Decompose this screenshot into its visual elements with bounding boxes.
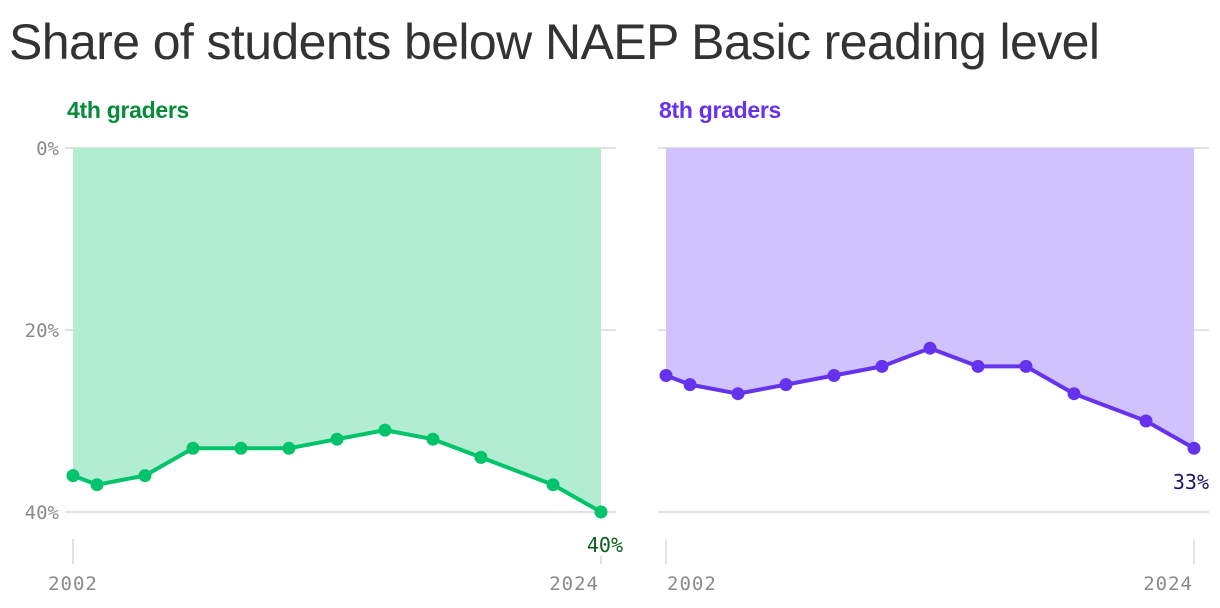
data-point bbox=[474, 450, 488, 464]
data-point bbox=[138, 469, 152, 483]
data-point bbox=[827, 369, 841, 382]
y-tick-label: 20% bbox=[25, 320, 60, 342]
y-tick-label: 0% bbox=[36, 138, 59, 160]
data-point bbox=[426, 432, 440, 446]
data-point bbox=[1187, 441, 1201, 455]
x-axis: 2002 2024 bbox=[48, 539, 602, 595]
data-point bbox=[923, 341, 937, 355]
data-points bbox=[66, 423, 608, 519]
data-point bbox=[731, 387, 745, 401]
data-point bbox=[378, 423, 392, 437]
panel-8th-graders: 2002 2024 33% bbox=[658, 147, 1209, 595]
panel-title-4th-graders: 4th graders bbox=[67, 97, 189, 123]
panel-4th-graders: 0% 20% 40% 2002 2024 40% bbox=[25, 138, 623, 595]
panel-title-8th-graders: 8th graders bbox=[659, 97, 781, 123]
data-point bbox=[282, 441, 296, 455]
data-point bbox=[971, 359, 985, 373]
data-point bbox=[1019, 359, 1033, 373]
data-point bbox=[90, 478, 104, 492]
data-line bbox=[72, 428, 602, 514]
data-point bbox=[66, 469, 80, 483]
area-fill bbox=[666, 148, 1194, 449]
data-point bbox=[186, 441, 200, 455]
x-tick-label: 2002 bbox=[667, 573, 717, 595]
data-point bbox=[546, 478, 560, 492]
data-point bbox=[683, 378, 697, 392]
data-point bbox=[1139, 414, 1153, 428]
data-point bbox=[234, 441, 248, 455]
y-tick-label: 40% bbox=[25, 502, 60, 524]
data-point bbox=[594, 505, 608, 519]
data-points bbox=[659, 341, 1201, 455]
data-point bbox=[1067, 387, 1081, 401]
x-axis: 2002 2024 bbox=[665, 539, 1195, 595]
x-tick-label: 2024 bbox=[1143, 573, 1193, 595]
data-point bbox=[875, 359, 889, 373]
data-point bbox=[659, 369, 673, 382]
end-value-label: 33% bbox=[1173, 470, 1209, 494]
data-line bbox=[665, 346, 1195, 451]
end-value-label: 40% bbox=[587, 533, 623, 557]
y-axis-labels: 0% 20% 40% bbox=[25, 138, 60, 524]
x-tick-label: 2002 bbox=[48, 573, 98, 595]
data-point bbox=[779, 378, 793, 392]
chart-title: Share of students below NAEP Basic readi… bbox=[9, 14, 1100, 70]
area-fill bbox=[73, 148, 601, 512]
x-tick-label: 2024 bbox=[549, 573, 599, 595]
data-point bbox=[330, 432, 344, 446]
